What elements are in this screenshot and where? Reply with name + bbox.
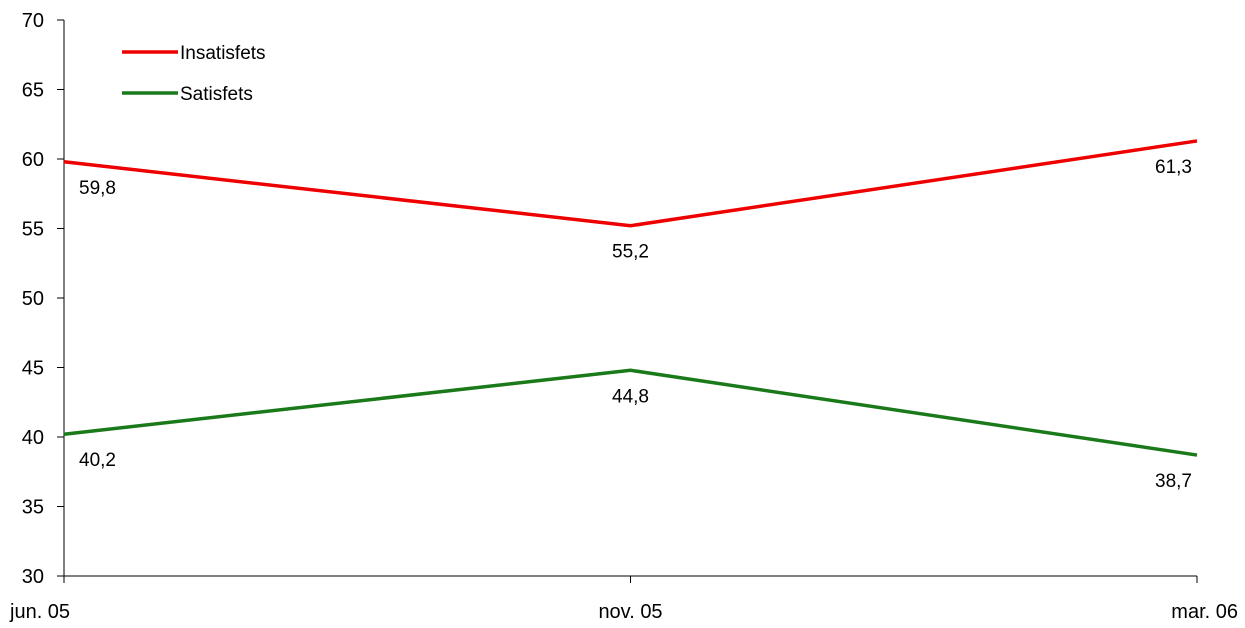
series-lines	[63, 139, 1198, 457]
data-label: 59,8	[79, 178, 116, 199]
y-tick-label: 45	[22, 358, 44, 380]
y-tick-label: 35	[22, 497, 44, 519]
data-label: 55,2	[612, 242, 649, 263]
series-line-insatisfets	[63, 139, 1198, 228]
data-label: 61,3	[1155, 157, 1192, 178]
y-tick-label: 50	[22, 288, 44, 310]
x-axis: jun. 05 nov. 05 mar. 06	[9, 575, 1238, 623]
x-tick-label: mar. 06	[1171, 601, 1238, 623]
y-tick-label: 65	[22, 80, 44, 102]
data-label: 38,7	[1155, 471, 1192, 492]
y-tick-label: 60	[22, 149, 44, 171]
data-labels: 59,8 55,2 61,3 40,2 44,8 38,7	[79, 157, 1192, 492]
y-tick-label: 70	[22, 10, 44, 32]
data-label: 44,8	[612, 386, 649, 407]
y-tick-label: 55	[22, 219, 44, 241]
legend-label: Insatisfets	[180, 43, 266, 64]
y-tick-label: 40	[22, 427, 44, 449]
legend-label: Satisfets	[180, 84, 253, 105]
x-tick-label: nov. 05	[598, 601, 662, 623]
legend: Insatisfets Satisfets	[122, 43, 266, 105]
data-label: 40,2	[79, 450, 116, 471]
y-axis: 30 35 40 45 50 55 60 65 70	[22, 10, 65, 588]
series-line-satisfets	[63, 368, 1198, 457]
x-tick-label: jun. 05	[9, 601, 70, 623]
y-tick-label: 30	[22, 566, 44, 588]
